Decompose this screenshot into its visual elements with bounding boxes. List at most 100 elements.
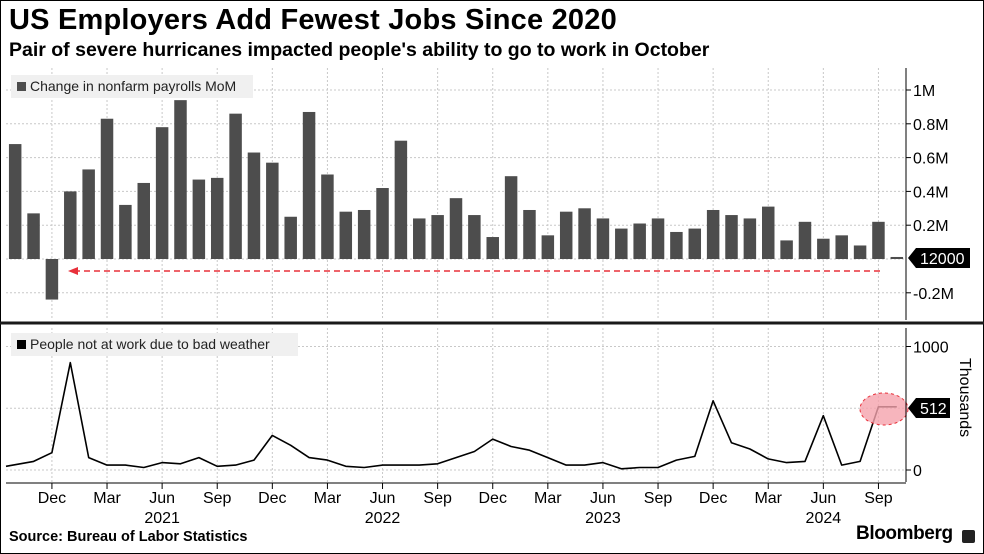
x-tick-label: Mar — [93, 490, 121, 507]
x-tick-label: Sep — [644, 490, 673, 507]
y-tick-label-upper: 0.4M — [913, 184, 949, 201]
chart-title: US Employers Add Fewest Jobs Since 2020 — [9, 4, 617, 36]
payroll-bar — [633, 223, 646, 259]
x-year-label: 2023 — [585, 510, 621, 527]
payroll-bar — [302, 111, 316, 259]
payroll-bar — [780, 240, 793, 259]
callout-weather-text: 512 — [920, 401, 947, 418]
x-year-label: 2021 — [144, 510, 180, 527]
x-tick-label: Jun — [810, 490, 836, 507]
payroll-bar — [394, 140, 408, 259]
payroll-bar — [266, 162, 279, 259]
y-tick-label-lower: 0 — [913, 463, 922, 480]
payroll-bar — [27, 213, 40, 259]
payroll-bar — [45, 259, 59, 300]
x-tick-label: Sep — [423, 490, 452, 507]
x-tick-label: Sep — [864, 490, 893, 507]
payroll-bar — [596, 218, 610, 259]
payroll-bar — [82, 169, 95, 259]
x-tick-label: Jun — [370, 490, 396, 507]
payroll-bar — [192, 179, 206, 259]
payroll-bar — [615, 228, 628, 259]
payroll-bar — [559, 211, 573, 259]
payroll-bar — [541, 235, 555, 259]
x-tick-label: Dec — [479, 490, 507, 507]
x-tick-label: Mar — [754, 490, 782, 507]
y-axis-label-thousands: Thousands — [956, 358, 973, 437]
callout-weather: 512 — [908, 398, 950, 418]
payroll-bar — [321, 174, 334, 259]
callout-weather-bg — [908, 398, 950, 418]
chart-subtitle: Pair of severe hurricanes impacted peopl… — [9, 39, 710, 61]
payroll-bar — [357, 209, 371, 259]
callout-payrolls-bg — [908, 248, 970, 268]
legend-bg-weather — [11, 333, 298, 356]
x-tick-label: Sep — [203, 490, 232, 507]
x-tick-label: Dec — [38, 490, 66, 507]
legend-weather: People not at work due to bad weather — [30, 336, 270, 352]
payroll-bar — [743, 218, 757, 259]
y-tick-label-lower: 1000 — [913, 340, 949, 357]
callout-payrolls-text: 12000 — [920, 251, 965, 268]
x-tick-label: Dec — [699, 490, 727, 507]
payroll-bar — [504, 176, 518, 259]
highlight-ellipse — [859, 392, 909, 426]
payroll-bar — [578, 208, 591, 259]
y-tick-label-upper: 0.2M — [913, 218, 949, 235]
payroll-bar — [688, 228, 702, 259]
payroll-bar — [339, 211, 353, 259]
bloomberg-terminal-icon — [962, 530, 975, 543]
payroll-bar — [64, 191, 77, 259]
grid-layer — [6, 68, 906, 482]
weather-line — [5, 361, 897, 470]
payroll-bar — [210, 177, 224, 259]
payroll-bar — [872, 221, 885, 259]
legend-swatch-payrolls — [17, 82, 26, 91]
payroll-bar — [835, 235, 848, 259]
x-year-label: 2024 — [806, 510, 842, 527]
payroll-bar — [853, 245, 867, 259]
x-tick-label: Mar — [534, 490, 562, 507]
payroll-bar — [706, 209, 720, 259]
payroll-bar — [725, 215, 738, 259]
labels-layer: 1M 0.8M 0.6M 0.4M 0.2M -0.2M 1000 0 12000 512 Dec M… — [38, 83, 970, 527]
y-tick-label-upper: 0.8M — [913, 117, 949, 134]
payroll-bar — [413, 218, 426, 259]
payroll-bar — [890, 256, 904, 259]
x-tick-label: Dec — [258, 490, 286, 507]
payroll-bar — [651, 218, 665, 259]
payroll-bar — [468, 215, 481, 259]
payroll-bar — [486, 237, 499, 259]
x-tick-label: Jun — [149, 490, 175, 507]
payroll-bar — [284, 216, 297, 259]
x-year-label: 2022 — [365, 510, 401, 527]
payroll-bar — [100, 118, 114, 259]
dashed-arrow-head — [68, 267, 78, 275]
y-tick-label-upper: 1M — [913, 83, 935, 100]
y-tick-label-upper: -0.2M — [913, 286, 954, 303]
legend-swatch-weather — [17, 340, 26, 349]
payroll-bar — [137, 182, 150, 259]
source-note: Source: Bureau of Labor Statistics — [9, 529, 248, 545]
callout-payrolls: 12000 — [908, 248, 970, 268]
x-tick-label: Jun — [590, 490, 616, 507]
payroll-bar — [670, 231, 683, 259]
payroll-bar — [817, 238, 830, 259]
payroll-bar — [376, 188, 389, 259]
payroll-bar — [8, 144, 22, 259]
payroll-bar — [174, 100, 187, 259]
y-tick-label-upper: 0.6M — [913, 151, 949, 168]
payroll-bar — [762, 206, 775, 259]
payroll-bar — [449, 198, 463, 259]
bloomberg-logo: Bloomberg — [856, 523, 953, 544]
payroll-bar — [798, 221, 812, 259]
x-tick-label: Mar — [314, 490, 342, 507]
axes-layer — [0, 68, 984, 489]
bars-layer — [8, 100, 904, 300]
legend-bg-payrolls — [11, 75, 253, 98]
payroll-bar — [119, 204, 132, 259]
payroll-bar — [523, 209, 536, 259]
payroll-bar — [247, 152, 261, 259]
line-layer — [5, 361, 909, 470]
